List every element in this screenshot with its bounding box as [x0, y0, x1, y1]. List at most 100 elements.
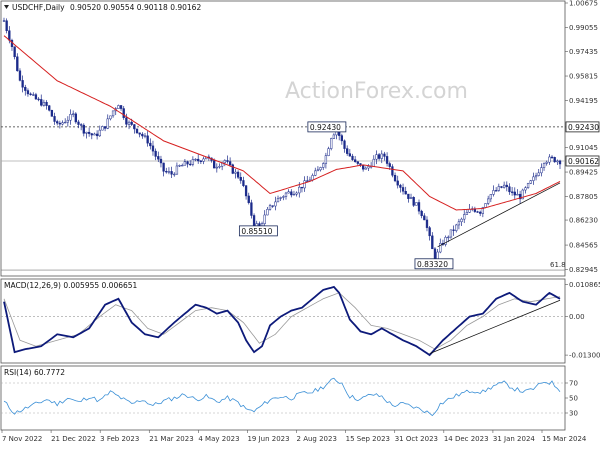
candle-body	[343, 140, 346, 149]
swing-label-text: 0.92430	[310, 123, 341, 132]
candle-body	[324, 155, 328, 164]
candle-body	[393, 175, 397, 182]
candle-body	[90, 133, 93, 136]
moving-average-line	[3, 35, 561, 211]
current-level-box	[565, 155, 600, 167]
candle-body	[181, 164, 184, 167]
rsi-layer: RSI(14) 60.7772	[1, 368, 565, 417]
candle-body	[242, 180, 245, 186]
price-axis-label: 0.89425	[569, 169, 598, 177]
candle-body	[85, 131, 88, 134]
candle-body	[492, 190, 495, 195]
candle-body	[489, 194, 492, 200]
ohlc-values: 0.90520 0.90554 0.90118 0.90162	[70, 3, 201, 12]
price-axis-label: 0.97435	[569, 48, 598, 56]
candle-body	[199, 160, 203, 162]
candle-body	[95, 133, 99, 137]
candle-body	[274, 201, 277, 207]
candle-body	[159, 158, 163, 164]
candle-body	[377, 154, 381, 159]
candle-body	[239, 177, 242, 181]
candle-body	[268, 205, 272, 210]
candle-body	[300, 186, 304, 189]
candle-body	[340, 135, 344, 142]
candle-body	[255, 223, 258, 227]
date-axis-label: 21 Dec 2022	[51, 435, 96, 443]
candle-body	[428, 227, 431, 237]
candle-body	[385, 156, 389, 164]
candle-body	[452, 229, 455, 231]
candle-body	[93, 133, 96, 136]
candle-body	[348, 153, 351, 157]
price-axis-label: 0.82945	[569, 266, 598, 274]
price-axis-label: 0.94195	[569, 97, 598, 105]
candle-body	[42, 101, 46, 106]
swing-label-text: 0.85510	[241, 227, 272, 236]
candle-body	[282, 196, 285, 198]
candle-body	[383, 153, 386, 157]
candle-body	[460, 218, 463, 223]
candle-body	[165, 171, 168, 173]
candle-body	[197, 158, 200, 162]
candle-body	[8, 30, 11, 41]
date-axis-label: 7 Nov 2022	[2, 435, 42, 443]
candle-body	[138, 132, 141, 135]
candle-body	[122, 108, 125, 118]
candle-body	[524, 187, 527, 191]
candle-body	[476, 211, 479, 213]
date-axis-label: 31 Oct 2023	[395, 435, 438, 443]
candle-body	[146, 135, 149, 144]
rsi-axis-label: 30	[569, 410, 578, 418]
candle-body	[508, 186, 511, 193]
candle-body	[143, 135, 147, 137]
candle-body	[234, 171, 237, 174]
candle-body	[29, 93, 32, 96]
current-level-label: 0.92430	[568, 123, 599, 132]
candle-body	[178, 165, 181, 167]
candle-body	[223, 160, 226, 164]
candle-body	[189, 163, 192, 166]
candle-body	[263, 214, 266, 224]
date-axis-label: 3 Feb 2023	[100, 435, 139, 443]
candle-body	[133, 124, 136, 130]
candle-body	[484, 203, 487, 208]
candle-body	[18, 70, 22, 81]
candle-body	[48, 105, 51, 111]
candle-body	[500, 186, 503, 188]
candle-body	[311, 175, 314, 181]
price-trendline	[437, 182, 561, 248]
macd-layer: MACD(12,26,9) 0.005955 0.006651	[1, 281, 565, 357]
candle-body	[292, 193, 296, 196]
candle-body	[295, 192, 298, 195]
macd-panel-frame	[0, 278, 566, 364]
candle-body	[439, 242, 442, 253]
candle-body	[449, 229, 453, 238]
chevron-down-icon[interactable]	[4, 5, 9, 9]
macd-title: MACD(12,26,9) 0.005955 0.006651	[4, 281, 138, 290]
rsi-axis-label: 50	[569, 395, 578, 403]
candle-body	[127, 121, 131, 125]
candle-body	[183, 161, 187, 166]
candle-body	[367, 166, 370, 169]
candle-body	[69, 114, 72, 121]
candle-body	[45, 101, 48, 106]
candle-body	[495, 190, 498, 192]
candle-body	[444, 237, 447, 245]
candle-body	[431, 235, 434, 250]
candle-body	[327, 148, 330, 156]
candle-body	[314, 170, 317, 176]
candle-body	[425, 219, 429, 228]
candle-body	[505, 184, 508, 187]
candle-body	[56, 121, 59, 124]
candle-body	[529, 180, 532, 184]
watermark: ActionForex.com	[285, 79, 468, 104]
candle-body	[74, 113, 77, 123]
candle-body	[61, 122, 64, 125]
candle-body	[502, 184, 506, 188]
candle-body	[218, 165, 221, 168]
candle-body	[213, 160, 216, 169]
candle-body	[510, 191, 514, 193]
candle-body	[481, 207, 485, 214]
candle-body	[154, 150, 157, 157]
candle-body	[540, 167, 543, 174]
